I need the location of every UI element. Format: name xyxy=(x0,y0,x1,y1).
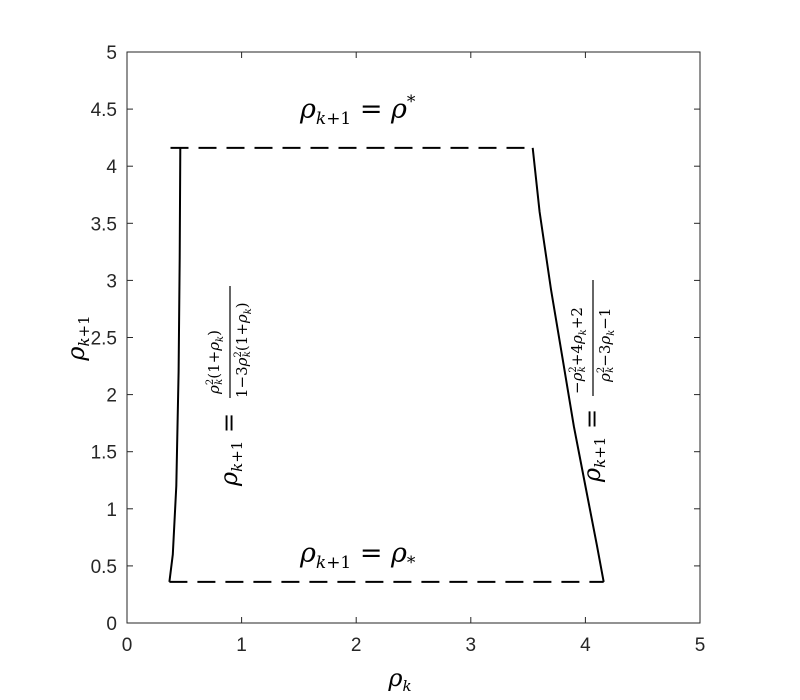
solid-boundary-curve-2 xyxy=(168,147,182,583)
svg-text:ρk+1 =: ρk+1 = xyxy=(215,413,246,487)
y-tick-label: 3 xyxy=(106,271,117,292)
svg-text:ρk+1: ρk+1 xyxy=(62,315,93,361)
svg-text:1−3ρ2k(1+ρk): 1−3ρ2k(1+ρk) xyxy=(233,302,254,398)
tick-labels: 0 1 2 3 4 5 0 0.5 1 1.5 2 2.5 3 3.5 4 4.5 5 xyxy=(91,43,706,656)
annotation-lower-bound: ρk+1 = ρ* xyxy=(299,538,416,573)
x-tick-label: 1 xyxy=(236,635,247,656)
y-tick-label: 4.5 xyxy=(91,100,117,121)
svg-text:ρ2k(1+ρk): ρ2k(1+ρk) xyxy=(205,330,226,395)
x-tick-label: 0 xyxy=(122,635,133,656)
y-tick-label: 2 xyxy=(106,386,117,407)
x-axis-label: ρk xyxy=(387,664,411,695)
y-axis-label: ρk+1 xyxy=(62,315,93,361)
annotation-upper-bound: ρk+1 = ρ* xyxy=(299,92,416,129)
plot-area xyxy=(126,51,701,624)
solid-boundary-curve-3 xyxy=(531,147,605,583)
y-tick-label: 3.5 xyxy=(91,214,117,235)
x-tick-label: 5 xyxy=(695,635,706,656)
y-tick-label: 0.5 xyxy=(91,557,117,578)
annotation-right-curve: ρk+1 = −ρ2k+4ρk+2 ρ2k−3ρk−1 xyxy=(568,280,617,483)
svg-text:ρ2k−3ρk−1: ρ2k−3ρk−1 xyxy=(596,308,617,383)
y-tick-label: 0 xyxy=(106,614,117,635)
x-tick-label: 2 xyxy=(351,635,362,656)
y-tick-label: 2.5 xyxy=(91,329,117,350)
svg-text:ρk+1 =: ρk+1 = xyxy=(578,409,609,483)
y-tick-label: 1.5 xyxy=(91,443,117,464)
y-tick-label: 4 xyxy=(106,157,117,178)
x-tick-label: 3 xyxy=(466,635,477,656)
y-tick-label: 5 xyxy=(106,43,117,64)
y-tick-label: 1 xyxy=(106,500,117,521)
ticks xyxy=(126,51,701,624)
svg-text:−ρ2k+4ρk+2: −ρ2k+4ρk+2 xyxy=(568,307,589,394)
annotation-left-curve: ρk+1 = ρ2k(1+ρk) 1−3ρ2k(1+ρk) xyxy=(205,286,254,487)
x-tick-label: 4 xyxy=(580,635,591,656)
series-group xyxy=(168,146,605,583)
